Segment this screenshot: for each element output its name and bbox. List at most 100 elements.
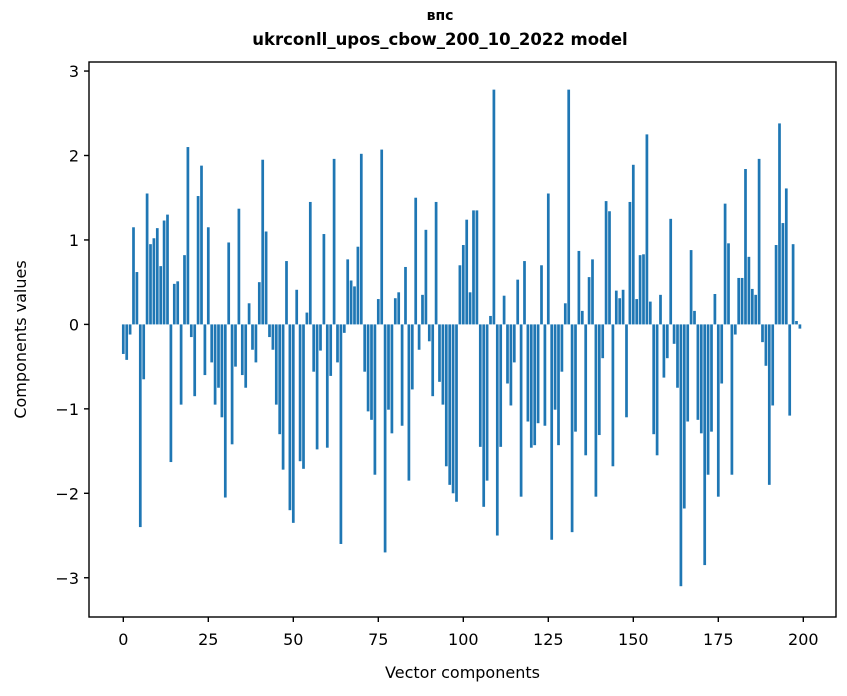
bar	[642, 254, 645, 325]
y-tick-label: −3	[55, 569, 79, 588]
bar	[261, 159, 265, 325]
bar	[676, 324, 679, 388]
bar	[587, 277, 591, 325]
bar	[543, 324, 547, 426]
bar	[584, 324, 588, 456]
bar	[356, 246, 360, 325]
bar	[295, 289, 299, 325]
bar	[764, 324, 768, 366]
bar	[183, 255, 186, 325]
bar	[567, 89, 571, 325]
bar	[461, 245, 465, 325]
bar	[451, 324, 455, 494]
bar	[597, 324, 601, 436]
bar	[723, 203, 727, 325]
bar	[659, 294, 662, 325]
bar	[155, 228, 159, 325]
bar	[135, 272, 139, 325]
bar	[750, 288, 754, 325]
bar	[424, 229, 428, 325]
bar	[604, 201, 608, 325]
bar	[495, 324, 499, 536]
bar	[196, 196, 200, 325]
axes-spines	[88, 61, 837, 618]
bar	[305, 312, 309, 325]
bar	[132, 227, 135, 325]
bar	[778, 123, 781, 325]
bar	[441, 324, 445, 405]
axes-title: ukrconll_upos_cbow_200_10_2022 model	[252, 30, 627, 49]
bar	[744, 169, 747, 325]
bar	[795, 321, 798, 325]
bar	[179, 324, 183, 405]
bar	[771, 324, 775, 406]
bar	[336, 324, 339, 363]
bar	[410, 324, 414, 390]
bar	[142, 324, 146, 380]
bar	[781, 223, 785, 325]
bar	[737, 277, 741, 325]
bar	[529, 324, 533, 448]
bar	[166, 214, 169, 325]
bar	[516, 279, 520, 325]
bar	[546, 193, 550, 325]
bar	[427, 324, 431, 342]
bar	[281, 324, 285, 470]
bar	[397, 292, 401, 325]
bar	[563, 303, 567, 325]
x-tick-label: 175	[703, 630, 734, 649]
bar	[608, 211, 611, 325]
bar	[162, 220, 166, 325]
bar	[370, 324, 373, 420]
bar	[359, 153, 363, 325]
bar	[699, 324, 703, 434]
bar	[693, 310, 696, 325]
bar	[149, 244, 152, 325]
bar	[285, 261, 288, 325]
x-tick-label: 25	[198, 630, 218, 649]
bar	[740, 277, 744, 325]
bar	[665, 324, 669, 359]
y-tick-label: −1	[55, 400, 79, 419]
bar	[315, 324, 319, 450]
bar	[591, 259, 594, 325]
bar	[125, 324, 129, 360]
bar	[322, 234, 326, 325]
bar	[234, 324, 237, 367]
bar	[390, 324, 394, 434]
bar	[730, 324, 734, 475]
bar	[557, 324, 560, 446]
bar	[686, 324, 690, 422]
bar	[444, 324, 448, 467]
bar	[210, 324, 214, 363]
bar	[727, 243, 730, 325]
figure-suptitle: впс	[427, 8, 454, 24]
bar	[189, 324, 193, 338]
bar	[502, 295, 506, 325]
bar	[791, 244, 795, 325]
bar	[533, 324, 537, 446]
bar	[257, 282, 261, 325]
bar	[121, 324, 125, 354]
bar	[251, 324, 254, 350]
bar	[553, 324, 557, 410]
bar	[580, 310, 584, 325]
bar	[268, 324, 271, 338]
bar	[689, 250, 693, 325]
bar	[421, 294, 424, 325]
bar	[152, 238, 156, 325]
bar	[475, 210, 479, 325]
bar	[404, 266, 407, 325]
bar	[434, 201, 438, 325]
bar	[237, 208, 241, 325]
bar	[217, 324, 220, 388]
bar	[400, 324, 404, 426]
y-tick-label: 0	[69, 315, 79, 334]
bar	[172, 283, 176, 325]
bar	[720, 324, 724, 384]
bar	[274, 324, 278, 405]
bar	[526, 324, 530, 422]
y-axis-label: Components values	[11, 260, 30, 418]
bar	[380, 149, 384, 325]
